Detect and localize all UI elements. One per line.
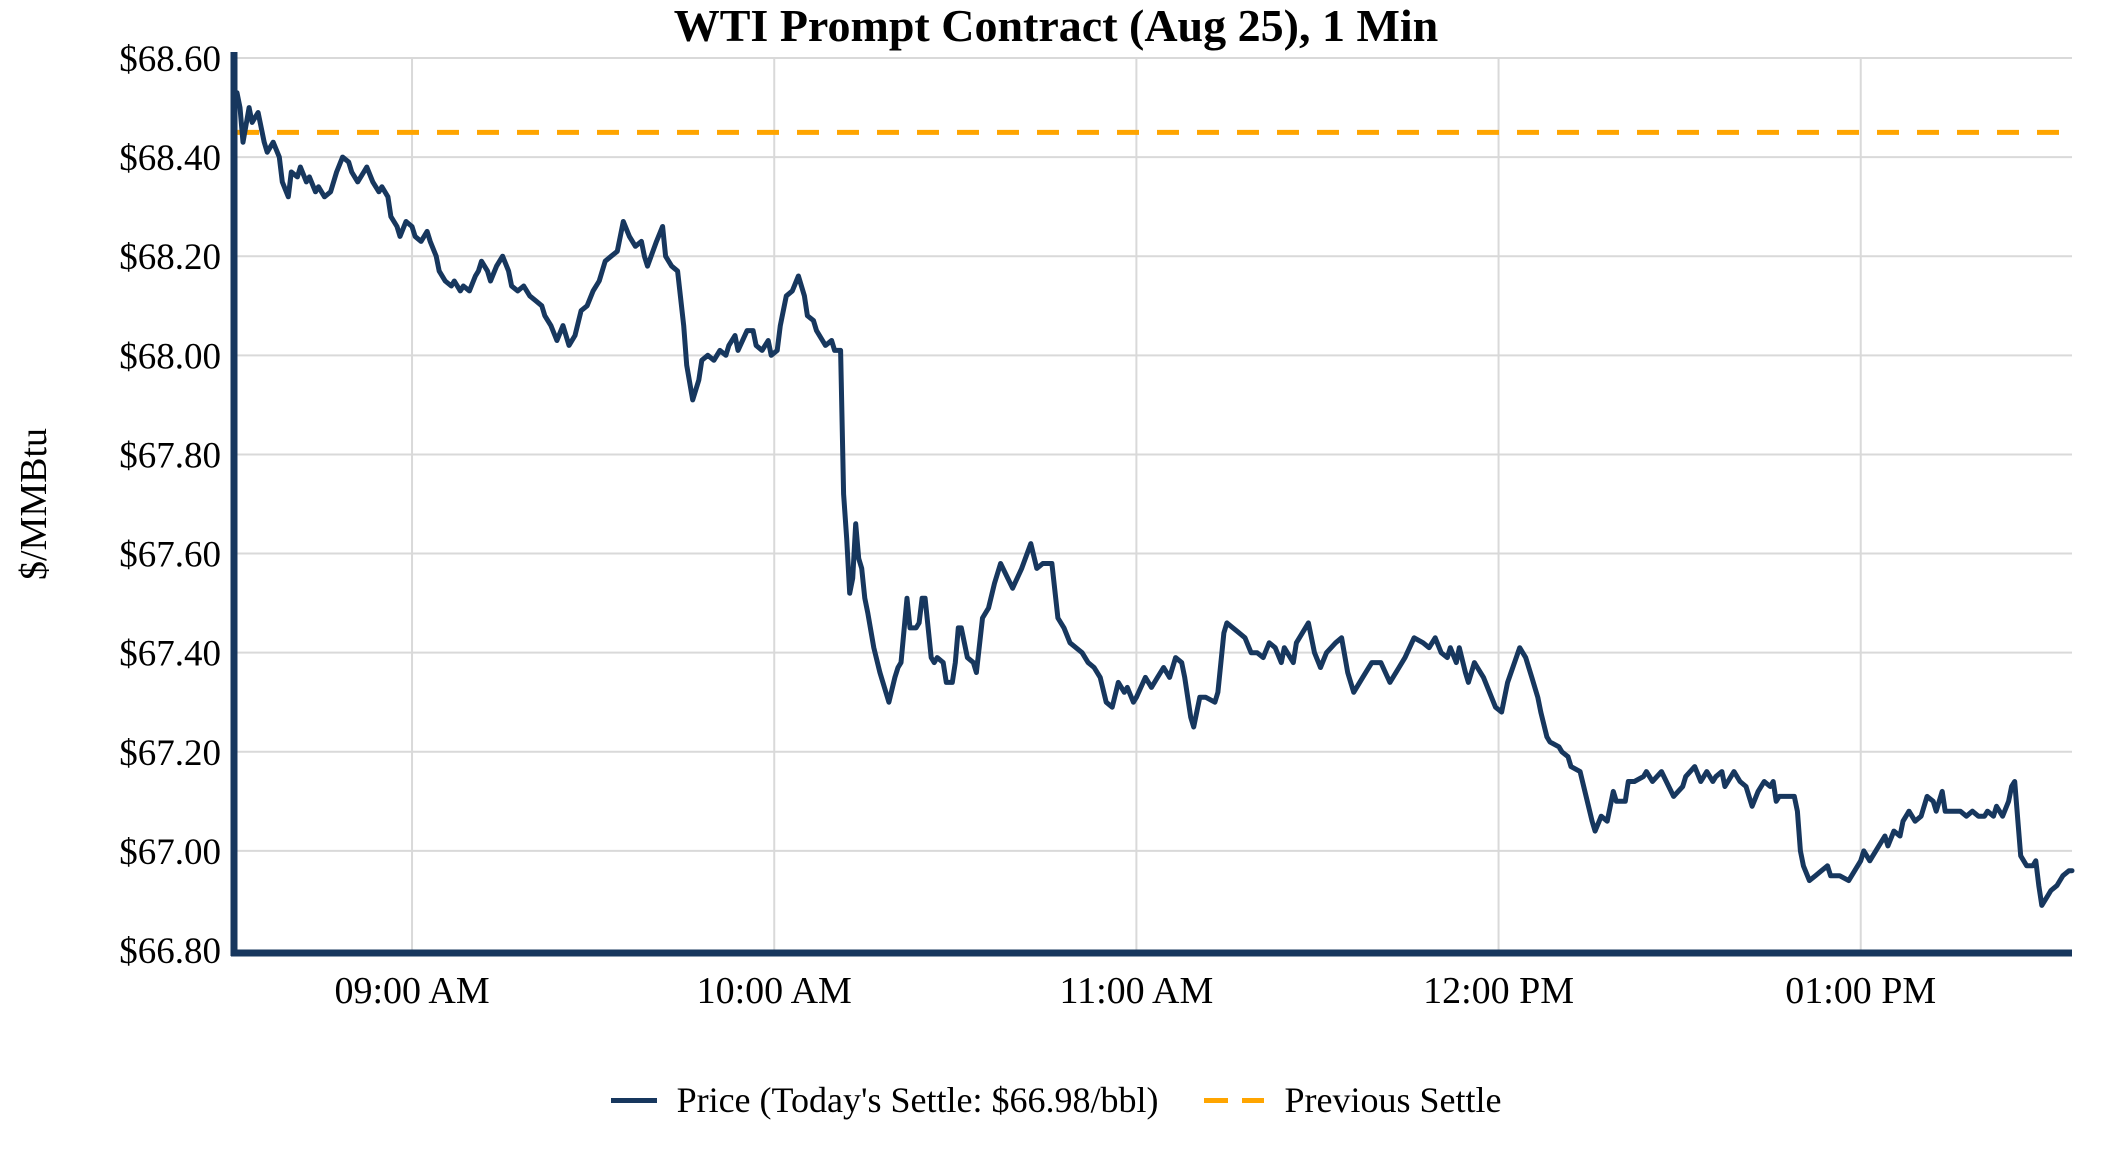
x-tick-label: 09:00 AM [334, 970, 489, 1012]
x-tick-label: 10:00 AM [697, 970, 852, 1012]
x-tick-label: 01:00 PM [1785, 970, 1936, 1012]
x-tick-label: 12:00 PM [1423, 970, 1574, 1012]
legend-price-label: Price (Today's Settle: $66.98/bbl) [676, 1080, 1159, 1120]
y-tick-label: $67.20 [119, 733, 221, 774]
y-tick-label: $67.60 [119, 535, 221, 576]
price-line-swatch [610, 1097, 657, 1103]
legend-previous-settle-label: Previous Settle [1284, 1080, 1502, 1120]
y-tick-label: $68.20 [119, 237, 221, 278]
y-tick-label: $68.60 [119, 39, 221, 80]
y-tick-label: $67.00 [119, 832, 221, 873]
chart-title: WTI Prompt Contract (Aug 25), 1 Min [673, 0, 1439, 51]
x-tick-label: 11:00 AM [1060, 970, 1214, 1012]
previous-settle-swatch [1204, 1097, 1265, 1103]
y-tick-label: $67.80 [119, 435, 221, 476]
legend: Price (Today's Settle: $66.98/bbl) Previ… [0, 1072, 2112, 1128]
y-tick-label: $67.40 [119, 634, 221, 675]
y-tick-label: $68.40 [119, 138, 221, 179]
price-line [234, 90, 2075, 908]
y-tick-label: $66.80 [119, 931, 221, 972]
y-tick-label: $68.00 [119, 336, 221, 377]
